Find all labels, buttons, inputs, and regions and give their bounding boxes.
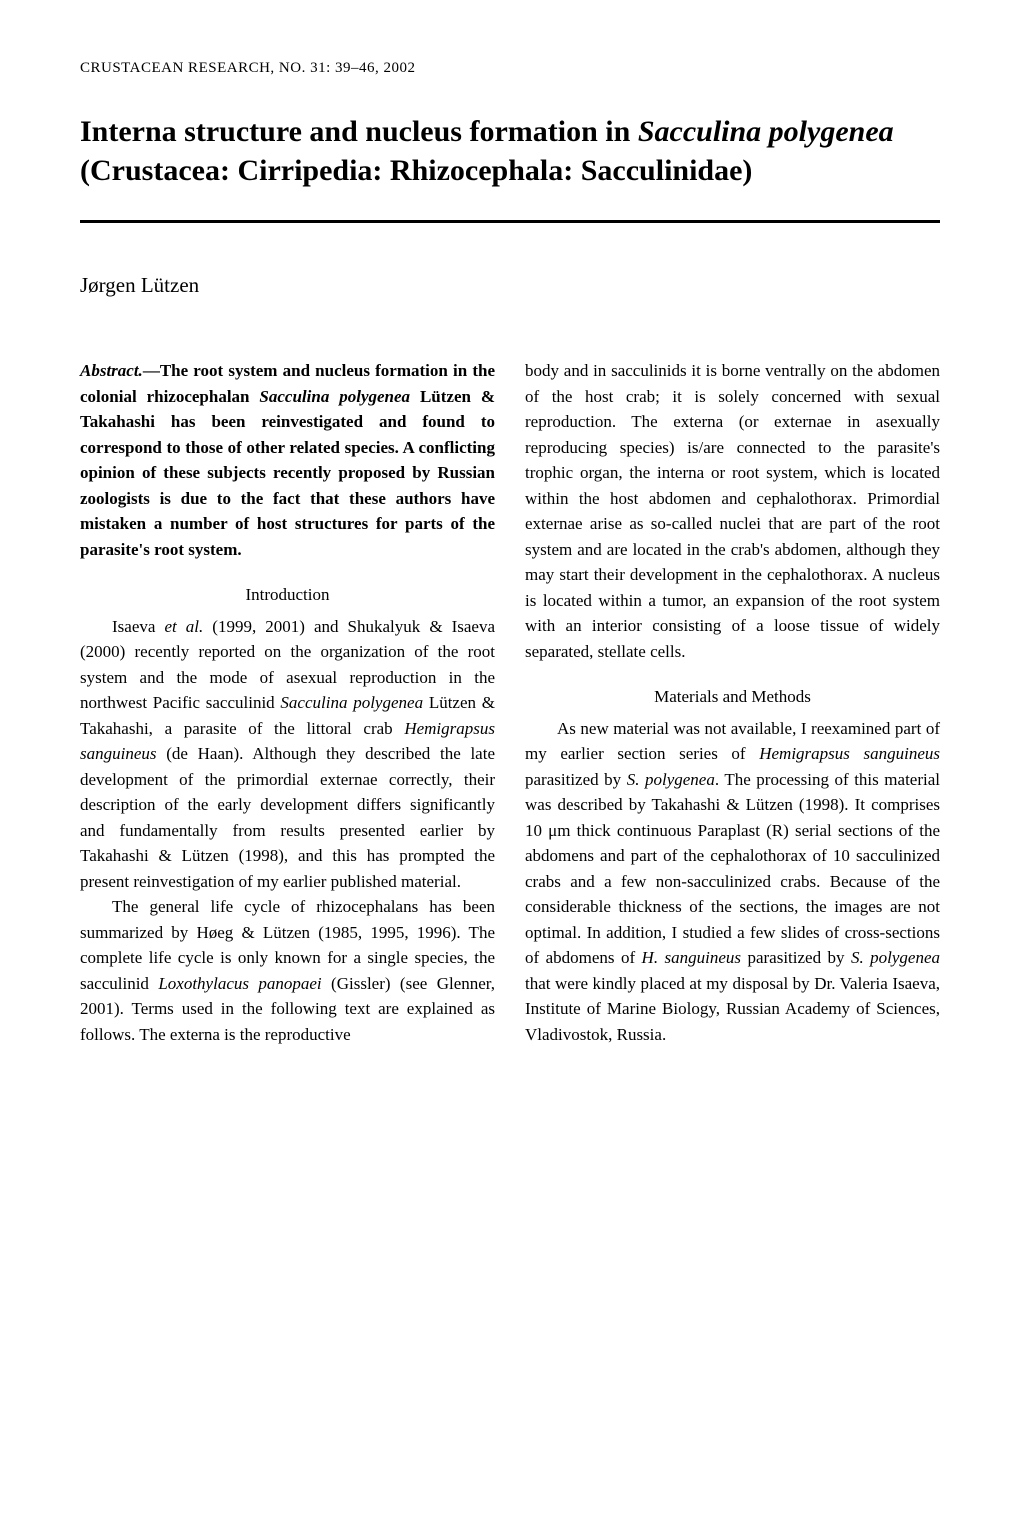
abstract-label: Abstract.	[80, 361, 143, 380]
intro-p2-species: Loxothylacus panopaei	[158, 974, 321, 993]
methods-p1-species3: H. sanguineus	[642, 948, 741, 967]
methods-p1-part3: . The processing of this material was de…	[525, 770, 940, 968]
abstract-text: —The root system and nucleus formation i…	[80, 361, 495, 559]
abstract-species: Sacculina polygenea	[259, 387, 410, 406]
title-species: Sacculina polygenea	[638, 115, 894, 148]
introduction-heading: Introduction	[80, 582, 495, 608]
title-part1: Interna structure and nucleus formation …	[80, 115, 638, 148]
left-column: Abstract.—The root system and nucleus fo…	[80, 358, 495, 1047]
intro-p1-part4: (de Haan). Although they described the l…	[80, 744, 495, 891]
intro-paragraph-2: The general life cycle of rhizocephalans…	[80, 894, 495, 1047]
methods-p1-species1: Hemigrapsus sanguineus	[759, 744, 940, 763]
methods-p1-part5: that were kindly placed at my disposal b…	[525, 974, 940, 1044]
methods-p1-species2: S. polygenea	[627, 770, 715, 789]
intro-p1-part1: Isaeva	[112, 617, 164, 636]
intro-p1-species1: Sacculina polygenea	[280, 693, 423, 712]
right-column: body and in sacculinids it is borne vent…	[525, 358, 940, 1047]
methods-p1-part4: parasitized by	[741, 948, 851, 967]
abstract-paragraph: Abstract.—The root system and nucleus fo…	[80, 358, 495, 562]
journal-header: CRUSTACEAN RESEARCH, NO. 31: 39–46, 2002	[80, 60, 940, 77]
methods-paragraph-1: As new material was not available, I ree…	[525, 716, 940, 1048]
abstract-part2: Lützen & Takahashi has been reinvestigat…	[80, 387, 495, 559]
intro-paragraph-1: Isaeva et al. (1999, 2001) and Shukalyuk…	[80, 614, 495, 895]
methods-heading: Materials and Methods	[525, 684, 940, 710]
article-title: Interna structure and nucleus formation …	[80, 112, 940, 190]
col2-paragraph-1: body and in sacculinids it is borne vent…	[525, 358, 940, 664]
methods-p1-species4: S. polygenea	[851, 948, 940, 967]
title-part2: (Crustacea: Cirripedia: Rhizocephala: Sa…	[80, 154, 752, 187]
intro-p1-etal: et al.	[164, 617, 203, 636]
article-content: Abstract.—The root system and nucleus fo…	[80, 358, 940, 1047]
title-divider	[80, 220, 940, 223]
methods-p1-part2: parasitized by	[525, 770, 627, 789]
author-name: Jørgen Lützen	[80, 273, 940, 298]
